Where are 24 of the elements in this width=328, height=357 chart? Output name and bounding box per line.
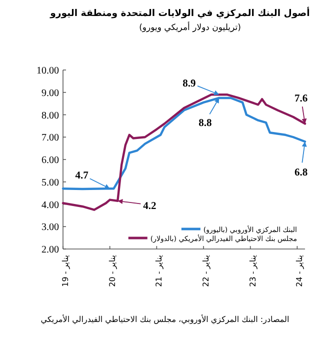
y-tick-label: 6.00 bbox=[42, 155, 59, 166]
x-tick-label: يناير - 22 bbox=[202, 255, 211, 287]
y-tick-label: 5.00 bbox=[42, 177, 59, 188]
annotation: 4.7 bbox=[75, 170, 88, 182]
y-tick-label: 8.00 bbox=[42, 110, 59, 122]
annotation: 4.2 bbox=[143, 200, 156, 212]
y-tick-label: 2.00 bbox=[42, 244, 59, 256]
y-tick-label: 9.00 bbox=[42, 88, 59, 99]
x-tick-label: يناير - 21 bbox=[154, 255, 164, 287]
x-tick-label: يناير - 24 bbox=[295, 255, 304, 287]
text: المصادر: البنك المركزي الأوروبي، مجلس بنك الاحتياطي الفيدرالي الأمريكي bbox=[40, 314, 290, 324]
x-tick-label: يناير - 23 bbox=[248, 255, 258, 287]
annotation: 8.9 bbox=[182, 78, 196, 90]
y-tick-label: 7.00 bbox=[42, 132, 59, 144]
y-tick-label: 3.00 bbox=[42, 222, 59, 234]
chart-title: أصول البنك المركزي في الولايات المتحدة ومنطقة اليورو bbox=[49, 6, 310, 19]
x-tick-label: يناير - 19 bbox=[61, 255, 70, 287]
chart-subtitle: (تريليون دولار أمريكي ويورو) bbox=[139, 21, 241, 33]
x-tick-label: يناير - 20 bbox=[108, 255, 117, 287]
annotation: 8.8 bbox=[198, 118, 212, 129]
y-tick-label: 4.00 bbox=[42, 200, 59, 211]
y-tick-label: 10.00 bbox=[36, 66, 59, 76]
annotation: 6.8 bbox=[294, 168, 308, 179]
annotation: 7.6 bbox=[294, 94, 308, 105]
